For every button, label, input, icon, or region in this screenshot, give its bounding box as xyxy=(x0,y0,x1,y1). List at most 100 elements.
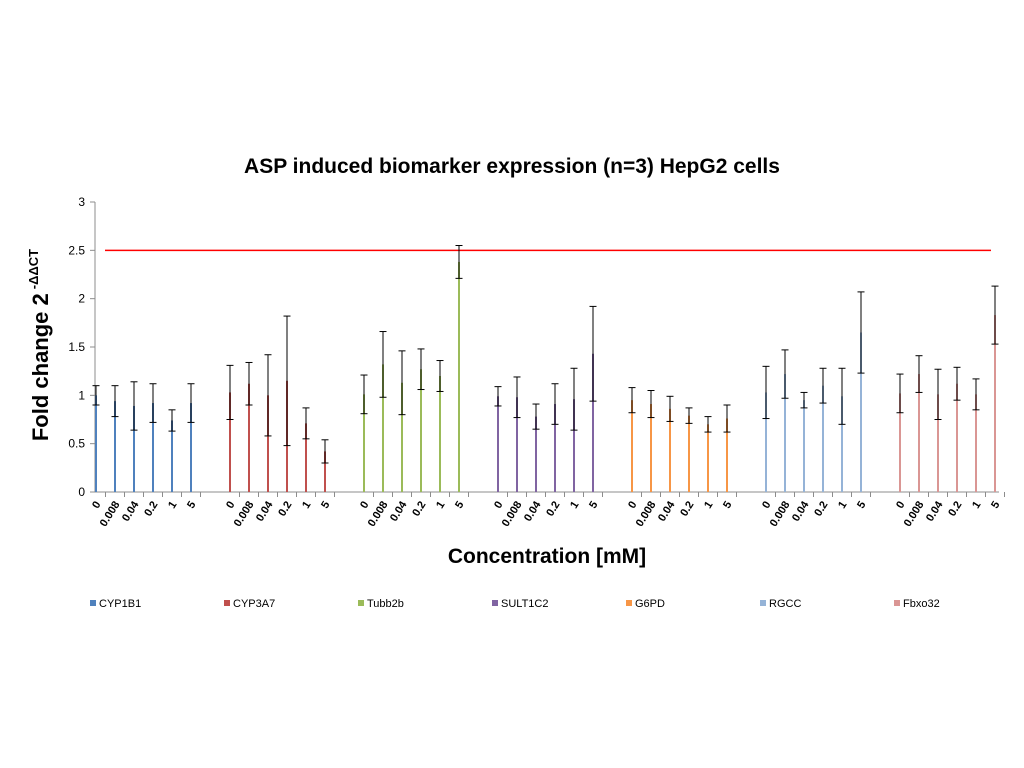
x-tick-label: 0 xyxy=(492,499,505,511)
bar xyxy=(765,392,767,492)
legend-label: RGCC xyxy=(769,598,801,610)
x-tick-label: 0.2 xyxy=(812,499,830,518)
x-tick-label: 0 xyxy=(224,499,237,511)
x-tick-label: 0.008 xyxy=(232,499,257,529)
x-tick-label: 5 xyxy=(989,499,1002,511)
bar xyxy=(420,369,422,492)
legend-swatch xyxy=(90,600,96,606)
x-tick-label: 5 xyxy=(721,499,734,511)
x-tick-label: 1 xyxy=(568,499,581,511)
bar xyxy=(324,451,326,492)
x-tick-label: 0 xyxy=(760,499,773,511)
legend-label: Fbxo32 xyxy=(903,598,940,610)
x-tick-label: 0.04 xyxy=(522,498,544,523)
legend-label: CYP1B1 xyxy=(99,598,141,610)
legend-swatch xyxy=(224,600,230,606)
bar xyxy=(994,315,996,492)
bar xyxy=(707,424,709,492)
bar xyxy=(535,416,537,492)
bar xyxy=(305,423,307,492)
legend-swatch xyxy=(894,600,900,606)
x-tick-label: 5 xyxy=(319,499,332,511)
bar xyxy=(133,405,135,492)
x-tick-label: 0.008 xyxy=(500,499,525,529)
y-tick-label: 2 xyxy=(78,292,85,306)
x-tick-label: 0.04 xyxy=(388,498,410,523)
x-tick-label: 1 xyxy=(702,499,715,511)
bar xyxy=(956,383,958,492)
bar xyxy=(248,383,250,492)
bar xyxy=(784,374,786,492)
bar xyxy=(631,400,633,492)
x-tick-label: 0.2 xyxy=(946,499,964,518)
x-tick-label: 1 xyxy=(434,499,447,511)
x-tick-label: 5 xyxy=(185,499,198,511)
bar xyxy=(650,404,652,492)
bar xyxy=(860,332,862,492)
y-tick-label: 0.5 xyxy=(68,437,85,451)
legend-swatch xyxy=(626,600,632,606)
bar xyxy=(573,399,575,492)
bar xyxy=(458,261,460,492)
bar xyxy=(95,395,97,492)
x-tick-label: 0.008 xyxy=(366,499,391,529)
bar xyxy=(899,393,901,492)
y-tick-label: 1.5 xyxy=(68,340,85,354)
bar xyxy=(114,401,116,492)
bar xyxy=(726,418,728,492)
x-tick-label: 0.2 xyxy=(276,499,294,518)
x-tick-label: 1 xyxy=(970,499,983,511)
legend-label: G6PD xyxy=(635,598,665,610)
y-tick-label: 3 xyxy=(78,195,85,209)
bar xyxy=(937,394,939,492)
x-tick-label: 5 xyxy=(587,499,600,511)
bar xyxy=(918,374,920,492)
x-tick-label: 1 xyxy=(166,499,179,511)
bar xyxy=(439,376,441,492)
x-tick-label: 1 xyxy=(836,499,849,511)
x-tick-label: 0 xyxy=(894,499,907,511)
y-tick-label: 0 xyxy=(78,485,85,499)
legend-label: Tubb2b xyxy=(367,598,404,610)
x-tick-label: 0.2 xyxy=(678,499,696,518)
x-tick-label: 0.008 xyxy=(768,499,793,529)
x-tick-label: 5 xyxy=(453,499,466,511)
bar xyxy=(190,403,192,492)
x-tick-label: 0.04 xyxy=(120,498,142,523)
bar xyxy=(554,404,556,492)
bar xyxy=(497,396,499,492)
bar xyxy=(822,385,824,492)
bar xyxy=(516,397,518,492)
legend-label: CYP3A7 xyxy=(233,598,275,610)
bar xyxy=(229,392,231,492)
x-tick-label: 0 xyxy=(90,499,103,511)
bar xyxy=(152,403,154,492)
x-tick-label: 0.008 xyxy=(98,499,123,529)
bar xyxy=(803,400,805,492)
y-tick-label: 1 xyxy=(78,388,85,402)
x-tick-label: 0 xyxy=(358,499,371,511)
x-tick-label: 0.008 xyxy=(634,499,659,529)
x-tick-label: 0 xyxy=(626,499,639,511)
x-tick-label: 0.04 xyxy=(254,498,276,523)
bar xyxy=(382,364,384,492)
x-tick-label: 0.2 xyxy=(410,499,428,518)
x-axis-label: Concentration [mM] xyxy=(447,545,647,568)
bar xyxy=(975,394,977,492)
bar xyxy=(669,408,671,492)
bar xyxy=(841,396,843,492)
bar xyxy=(171,420,173,492)
x-tick-label: 0.04 xyxy=(656,498,678,523)
x-tick-label: 1 xyxy=(300,499,313,511)
bar xyxy=(363,394,365,492)
y-tick-label: 2.5 xyxy=(68,243,85,257)
chart-title: ASP induced biomarker expression (n=3) H… xyxy=(244,155,780,178)
x-tick-label: 0.04 xyxy=(790,498,812,523)
legend-swatch xyxy=(492,600,498,606)
bar xyxy=(401,382,403,492)
x-tick-label: 0.008 xyxy=(902,499,927,529)
bar xyxy=(267,395,269,492)
x-tick-label: 0.2 xyxy=(544,499,562,518)
